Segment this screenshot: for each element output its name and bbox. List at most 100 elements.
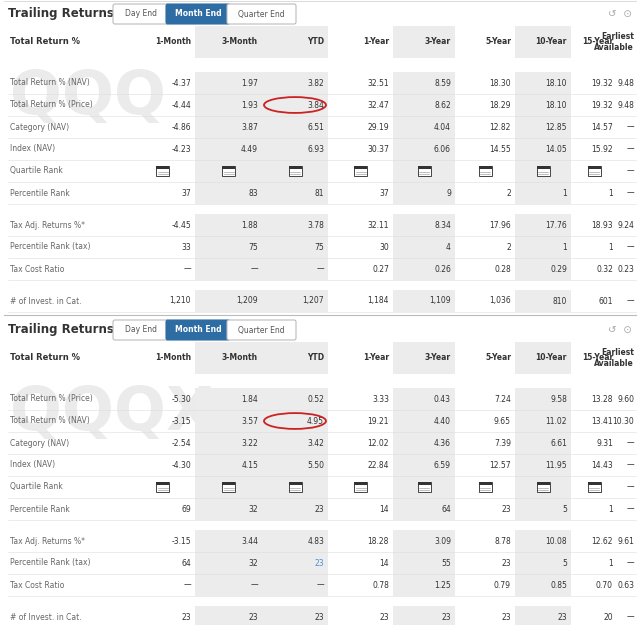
FancyBboxPatch shape bbox=[289, 482, 301, 485]
Text: 17.96: 17.96 bbox=[489, 221, 511, 229]
Text: 3-Year: 3-Year bbox=[425, 354, 451, 362]
Text: 23: 23 bbox=[248, 612, 258, 621]
FancyBboxPatch shape bbox=[515, 160, 571, 182]
Text: Percentile Rank (tax): Percentile Rank (tax) bbox=[10, 559, 90, 568]
Text: 18.93: 18.93 bbox=[591, 221, 613, 229]
Text: 1.88: 1.88 bbox=[241, 221, 258, 229]
FancyBboxPatch shape bbox=[195, 94, 262, 116]
Text: 32: 32 bbox=[248, 504, 258, 514]
Text: 22.84: 22.84 bbox=[367, 461, 389, 469]
Text: 11.95: 11.95 bbox=[545, 461, 567, 469]
FancyBboxPatch shape bbox=[195, 258, 262, 280]
FancyBboxPatch shape bbox=[289, 166, 301, 176]
Text: 64: 64 bbox=[441, 504, 451, 514]
Text: 18.28: 18.28 bbox=[367, 536, 389, 546]
FancyBboxPatch shape bbox=[393, 606, 455, 625]
FancyBboxPatch shape bbox=[354, 166, 367, 169]
Text: 14.05: 14.05 bbox=[545, 144, 567, 154]
FancyBboxPatch shape bbox=[417, 166, 431, 169]
Text: 0.63: 0.63 bbox=[617, 581, 634, 589]
FancyBboxPatch shape bbox=[262, 138, 328, 160]
Text: —: — bbox=[184, 264, 191, 274]
Text: 3.22: 3.22 bbox=[241, 439, 258, 448]
Text: 3.33: 3.33 bbox=[372, 394, 389, 404]
Text: 33: 33 bbox=[181, 242, 191, 251]
FancyBboxPatch shape bbox=[195, 236, 262, 258]
Text: 601: 601 bbox=[598, 296, 613, 306]
Text: 37: 37 bbox=[380, 189, 389, 198]
Text: 4: 4 bbox=[446, 242, 451, 251]
FancyBboxPatch shape bbox=[479, 166, 492, 176]
Text: Trailing Returns: Trailing Returns bbox=[8, 8, 114, 21]
Text: —: — bbox=[627, 439, 634, 448]
FancyBboxPatch shape bbox=[393, 214, 455, 236]
FancyBboxPatch shape bbox=[393, 476, 455, 498]
Text: —: — bbox=[250, 264, 258, 274]
FancyBboxPatch shape bbox=[222, 166, 235, 169]
FancyBboxPatch shape bbox=[262, 26, 328, 58]
Text: 1,210: 1,210 bbox=[170, 296, 191, 306]
Text: 23: 23 bbox=[181, 612, 191, 621]
Text: 3.44: 3.44 bbox=[241, 536, 258, 546]
Text: 3.84: 3.84 bbox=[307, 101, 324, 109]
FancyBboxPatch shape bbox=[262, 432, 328, 454]
Text: YTD: YTD bbox=[307, 38, 324, 46]
Text: YTD: YTD bbox=[307, 354, 324, 362]
Text: Tax Adj. Returns %*: Tax Adj. Returns %* bbox=[10, 221, 85, 229]
FancyBboxPatch shape bbox=[222, 482, 235, 492]
FancyBboxPatch shape bbox=[515, 72, 571, 94]
FancyBboxPatch shape bbox=[588, 482, 600, 492]
FancyBboxPatch shape bbox=[515, 454, 571, 476]
FancyBboxPatch shape bbox=[195, 290, 262, 312]
Text: -3.15: -3.15 bbox=[172, 416, 191, 426]
Text: 0.52: 0.52 bbox=[307, 394, 324, 404]
Text: 15.92: 15.92 bbox=[591, 144, 613, 154]
FancyBboxPatch shape bbox=[262, 94, 328, 116]
FancyBboxPatch shape bbox=[156, 166, 169, 176]
FancyBboxPatch shape bbox=[393, 258, 455, 280]
Text: 0.43: 0.43 bbox=[434, 394, 451, 404]
Text: 1-Year: 1-Year bbox=[363, 354, 389, 362]
Text: Total Return %: Total Return % bbox=[10, 354, 80, 362]
Text: 3-Year: 3-Year bbox=[425, 38, 451, 46]
FancyBboxPatch shape bbox=[393, 26, 455, 58]
Text: 9.58: 9.58 bbox=[550, 394, 567, 404]
FancyBboxPatch shape bbox=[515, 498, 571, 520]
Text: —: — bbox=[627, 122, 634, 131]
FancyBboxPatch shape bbox=[536, 482, 550, 492]
Text: 17.76: 17.76 bbox=[545, 221, 567, 229]
Text: Percentile Rank: Percentile Rank bbox=[10, 189, 70, 198]
FancyBboxPatch shape bbox=[289, 482, 301, 492]
Text: 4.49: 4.49 bbox=[241, 144, 258, 154]
FancyBboxPatch shape bbox=[262, 182, 328, 204]
FancyBboxPatch shape bbox=[588, 482, 600, 485]
Text: Total Return % (NAV): Total Return % (NAV) bbox=[10, 79, 90, 88]
FancyBboxPatch shape bbox=[515, 26, 571, 58]
Text: 5: 5 bbox=[562, 559, 567, 568]
Text: 6.06: 6.06 bbox=[434, 144, 451, 154]
FancyBboxPatch shape bbox=[195, 72, 262, 94]
Text: 64: 64 bbox=[181, 559, 191, 568]
Text: 1,109: 1,109 bbox=[429, 296, 451, 306]
Text: 0.27: 0.27 bbox=[372, 264, 389, 274]
Text: 10.08: 10.08 bbox=[545, 536, 567, 546]
Text: 6.93: 6.93 bbox=[307, 144, 324, 154]
FancyBboxPatch shape bbox=[393, 138, 455, 160]
FancyBboxPatch shape bbox=[262, 236, 328, 258]
Text: 9.61: 9.61 bbox=[617, 536, 634, 546]
Text: —: — bbox=[316, 581, 324, 589]
Text: 3-Month: 3-Month bbox=[222, 38, 258, 46]
Text: 1: 1 bbox=[608, 504, 613, 514]
FancyBboxPatch shape bbox=[393, 552, 455, 574]
FancyBboxPatch shape bbox=[0, 2, 640, 26]
FancyBboxPatch shape bbox=[479, 482, 492, 492]
Text: 7.24: 7.24 bbox=[494, 394, 511, 404]
Text: 3.87: 3.87 bbox=[241, 122, 258, 131]
Text: 14: 14 bbox=[380, 504, 389, 514]
Text: 15-Year: 15-Year bbox=[582, 354, 613, 362]
FancyBboxPatch shape bbox=[393, 290, 455, 312]
Text: 1,184: 1,184 bbox=[367, 296, 389, 306]
FancyBboxPatch shape bbox=[156, 482, 169, 485]
FancyBboxPatch shape bbox=[262, 552, 328, 574]
Text: 12.57: 12.57 bbox=[490, 461, 511, 469]
